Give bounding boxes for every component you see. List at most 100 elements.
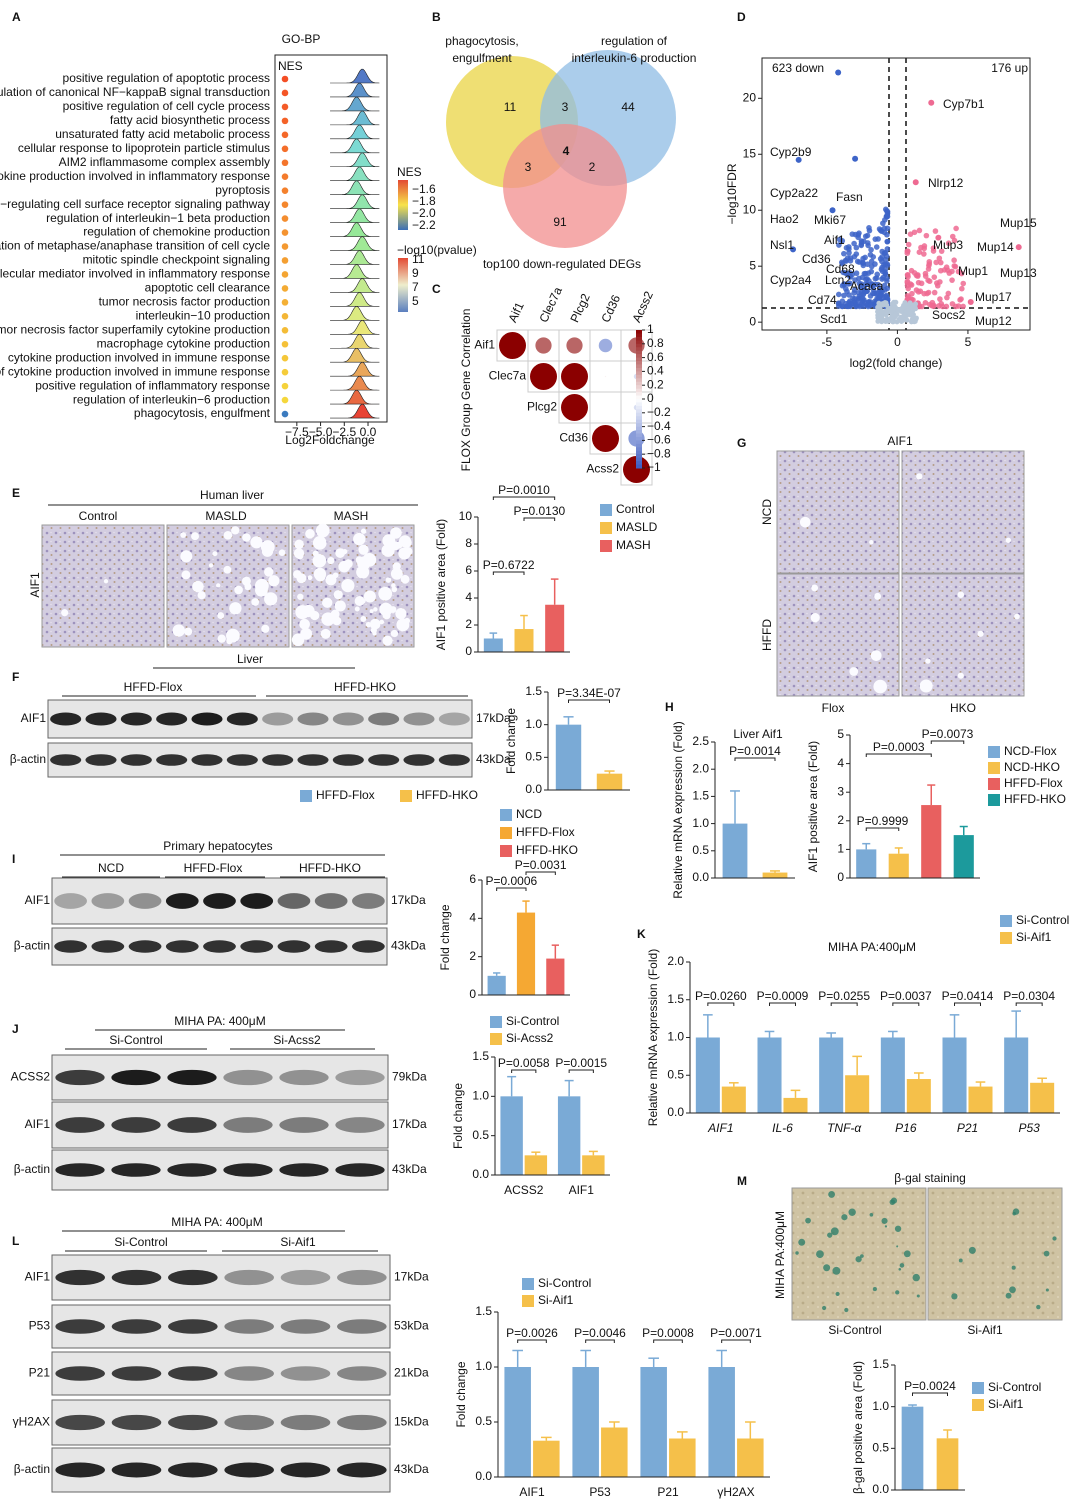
nes-dot — [281, 89, 289, 97]
blot-strip — [51, 1399, 391, 1446]
point — [879, 264, 885, 271]
x-tick-label: AIF1 — [519, 1485, 545, 1499]
group-label: Control — [79, 509, 118, 523]
point — [829, 207, 836, 214]
colorbar-label: −2.2 — [412, 218, 436, 232]
point — [835, 291, 842, 298]
correlation-dot — [623, 456, 650, 483]
panel-header: Human liver — [200, 488, 264, 502]
blot-band — [120, 712, 152, 726]
fat-droplet — [320, 628, 331, 639]
point — [873, 290, 880, 297]
blot-band — [167, 1163, 217, 1177]
legend-label: HFFD-HKO — [516, 843, 578, 857]
fat-droplet — [103, 579, 109, 584]
nes-dot — [281, 326, 289, 334]
point — [864, 261, 871, 268]
gene-label: Cyp2a4 — [770, 273, 812, 287]
significance-bracket — [954, 1002, 981, 1006]
point — [960, 280, 967, 287]
fat-droplet — [234, 585, 243, 595]
p-value: P=0.0031 — [515, 858, 567, 872]
kda-label: 21kDa — [394, 1366, 429, 1380]
x-tick-label: IL-6 — [772, 1121, 793, 1135]
row-label: AIF1 — [28, 572, 42, 598]
legend-label: Si-Acss2 — [506, 1031, 554, 1045]
fat-droplet — [360, 616, 367, 622]
kda-label: 43kDa — [476, 752, 511, 766]
bar — [856, 849, 877, 878]
point — [911, 270, 918, 276]
y-tick-label: 6 — [469, 872, 476, 886]
ridge — [330, 138, 380, 154]
nes-dot — [281, 159, 289, 167]
legend-label: HFFD-Flox — [316, 788, 375, 802]
blot-band — [262, 754, 294, 766]
colorbar-step — [636, 347, 642, 352]
y-tick-label: 10 — [459, 509, 473, 523]
row-label: AIF1 — [25, 1270, 51, 1284]
colorbar-step — [636, 395, 642, 400]
bar — [1004, 1037, 1029, 1113]
fat-droplet — [849, 667, 859, 676]
ridge — [330, 320, 380, 335]
panel-letter: A — [12, 10, 21, 24]
point — [924, 290, 930, 297]
fat-droplet — [208, 563, 214, 568]
y-tick-label: 5 — [837, 727, 844, 741]
p-value: P=0.0037 — [880, 989, 932, 1003]
blot-band — [54, 940, 87, 953]
colorbar-label: −0.6 — [647, 433, 671, 447]
blot-band — [111, 1069, 161, 1086]
colorbar-step — [636, 364, 642, 369]
point — [865, 242, 871, 249]
blot-strip — [51, 1101, 389, 1149]
blot-band — [50, 712, 82, 726]
p-value: P=0.0010 — [498, 483, 550, 497]
legend-swatch — [490, 1033, 502, 1045]
point — [931, 274, 938, 280]
p-value: P=3.34E-07 — [557, 686, 621, 700]
significance-bracket — [830, 1002, 858, 1006]
y-axis-label: −log10FDR — [725, 163, 739, 224]
fat-droplet — [363, 590, 376, 603]
blot-band — [55, 1163, 105, 1177]
y-tick-label: 0.0 — [667, 1105, 684, 1119]
row-label: Plcg2 — [527, 400, 557, 414]
blot-band — [277, 893, 311, 909]
point — [858, 282, 865, 289]
legend-swatch — [600, 540, 612, 552]
point — [876, 226, 883, 232]
term-label: fatty acid biosynthetic process — [110, 113, 270, 127]
fat-droplet — [296, 552, 304, 560]
blot-band — [111, 1414, 162, 1431]
correlation-dot — [530, 363, 557, 390]
blot-band — [226, 754, 258, 766]
fat-droplet — [353, 532, 366, 546]
bar — [936, 1438, 959, 1490]
x-axis-label: log2(fold change) — [850, 356, 943, 370]
panel-header: AIF1 — [887, 434, 913, 448]
column-label: Si-Aif1 — [967, 1323, 1003, 1337]
colorbar-step — [636, 340, 642, 345]
fat-droplet — [299, 618, 310, 630]
colorbar-step — [636, 457, 642, 462]
y-tick-label: 1.0 — [525, 717, 542, 731]
stain-spot — [841, 1214, 848, 1221]
y-tick-label: 0 — [837, 870, 844, 884]
gene-label: Cyp2a22 — [770, 186, 818, 200]
stain-spot — [860, 1254, 864, 1258]
significance-bracket — [496, 887, 527, 891]
blot-band — [332, 754, 364, 766]
fat-droplet — [365, 621, 372, 628]
p-value: P=0.0260 — [695, 989, 747, 1003]
significance-bracket — [492, 496, 556, 500]
row-label: β-actin — [10, 752, 46, 766]
legend-swatch — [988, 762, 1000, 774]
y-tick-label: 1.0 — [472, 1089, 489, 1103]
bar — [695, 1037, 720, 1113]
y-tick-label: 3 — [837, 784, 844, 798]
bar — [708, 1367, 735, 1477]
point — [891, 300, 897, 306]
